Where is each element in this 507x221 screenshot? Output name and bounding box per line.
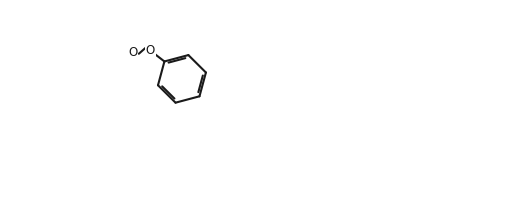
Text: O: O [128,46,137,59]
Text: O: O [146,44,155,57]
